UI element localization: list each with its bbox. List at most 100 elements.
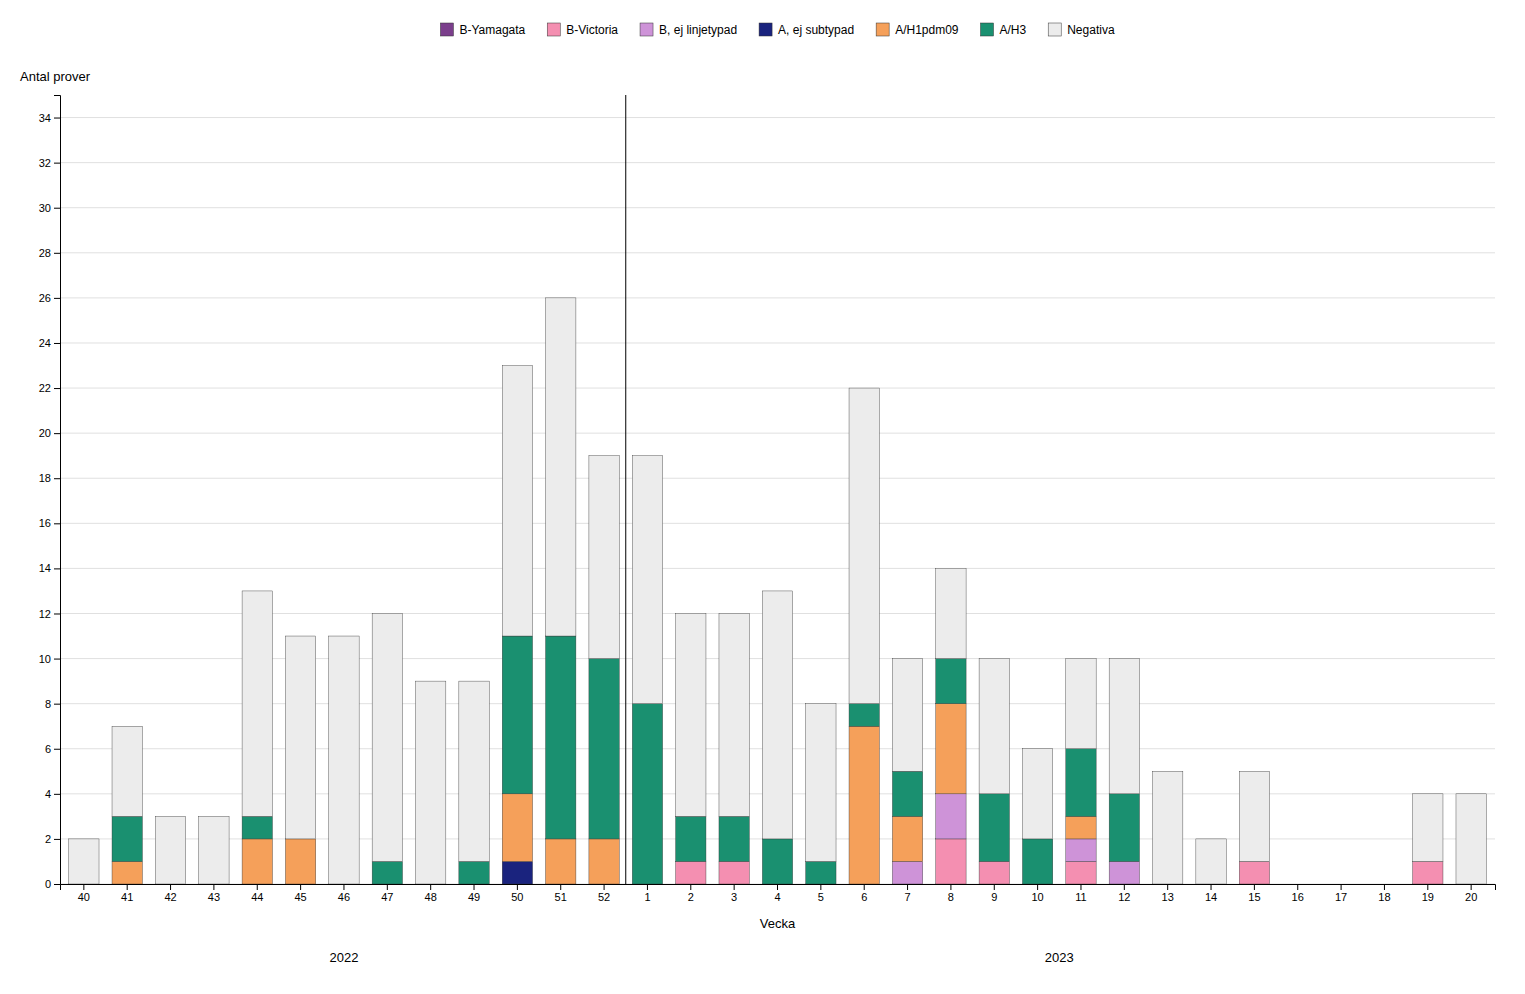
legend-label: B-Victoria — [566, 23, 618, 37]
bar-segment — [589, 456, 619, 659]
grid-line — [60, 478, 1495, 479]
x-tick-mark — [820, 884, 821, 890]
x-tick-label: 40 — [78, 891, 90, 903]
y-tick-label: 20 — [39, 427, 51, 439]
x-tick-label: 9 — [991, 891, 997, 903]
legend-swatch — [759, 23, 772, 36]
bar-segment — [1369, 884, 1399, 885]
x-tick: 16 — [1292, 884, 1304, 903]
y-tick: 34 — [39, 112, 60, 124]
y-tick: 28 — [39, 247, 60, 259]
y-tick: 20 — [39, 427, 60, 439]
year-divider — [625, 95, 626, 884]
bar-segment — [112, 726, 142, 816]
bar-segment — [1283, 884, 1313, 885]
y-tick-label: 22 — [39, 382, 51, 394]
bar-segment — [372, 861, 402, 884]
bar-series — [892, 794, 1139, 884]
y-tick: 26 — [39, 292, 60, 304]
bar-segment — [502, 636, 532, 794]
x-tick-mark — [950, 884, 951, 890]
bar-segment — [242, 591, 272, 816]
y-tick-label: 26 — [39, 292, 51, 304]
legend-item: B-Victoria — [547, 23, 618, 37]
bar-segment — [979, 794, 1009, 862]
x-tick-mark — [1080, 884, 1081, 890]
bar-segment — [936, 659, 966, 704]
legend: B-YamagataB-VictoriaB, ej linjetypadA, e… — [440, 23, 1114, 37]
grid-line — [60, 342, 1495, 343]
x-tick: 18 — [1378, 884, 1390, 903]
chart: 4041424344454647484950515212345678910111… — [0, 0, 1525, 994]
x-tick: 45 — [294, 884, 306, 903]
x-tick-mark — [170, 884, 171, 890]
x-tick-mark — [690, 884, 691, 890]
x-tick-mark — [1037, 884, 1038, 890]
y-tick: 0 — [45, 878, 60, 890]
y-tick-mark — [54, 749, 60, 750]
grid-line — [60, 388, 1495, 389]
x-tick: 17 — [1335, 884, 1347, 903]
x-tick: 5 — [818, 884, 824, 903]
x-tick-mark — [387, 884, 388, 890]
bar-segment — [1456, 794, 1486, 884]
x-tick: 8 — [948, 884, 954, 903]
y-tick-label: 8 — [45, 698, 51, 710]
x-tick-mark — [127, 884, 128, 890]
x-tick-mark — [1427, 884, 1428, 890]
x-tick-mark — [1211, 884, 1212, 890]
y-tick-label: 16 — [39, 517, 51, 529]
y-tick-label: 28 — [39, 247, 51, 259]
legend-label: B-Yamagata — [459, 23, 525, 37]
x-tick: 44 — [251, 884, 263, 903]
y-tick-mark — [54, 298, 60, 299]
bar-segment — [1369, 884, 1399, 885]
bar-segment — [1066, 839, 1096, 862]
x-axis-title: Vecka — [760, 916, 796, 931]
bar-segment — [632, 704, 662, 884]
y-tick: 16 — [39, 517, 60, 529]
bar-segment — [1326, 884, 1356, 885]
x-tick-label: 52 — [598, 891, 610, 903]
x-tick-mark — [1471, 884, 1472, 890]
grid — [60, 118, 1495, 884]
x-tick-label: 47 — [381, 891, 393, 903]
bar-segment — [329, 636, 359, 884]
y-tick: 30 — [39, 202, 60, 214]
bar-segment — [1369, 884, 1399, 885]
x-tick-label: 46 — [338, 891, 350, 903]
y-tick: 24 — [39, 337, 60, 349]
bar-segment — [719, 613, 749, 816]
x-tick-mark — [517, 884, 518, 890]
x-tick: 42 — [164, 884, 176, 903]
y-tick-mark — [54, 253, 60, 254]
y-tick-label: 24 — [39, 337, 51, 349]
y-tick: 2 — [45, 833, 60, 845]
bar-segment — [372, 613, 402, 861]
x-tick-label: 4 — [774, 891, 780, 903]
x-tick-mark — [864, 884, 865, 890]
legend-swatch — [440, 23, 453, 36]
y-tick-mark — [54, 613, 60, 614]
x-tick-label: 11 — [1075, 891, 1086, 903]
bar-segment — [459, 681, 489, 861]
y-tick-label: 2 — [45, 833, 51, 845]
bar-segment — [1283, 884, 1313, 885]
grid-line — [60, 568, 1495, 569]
legend-label: A, ej subtypad — [778, 23, 854, 37]
bar-segment — [1326, 884, 1356, 885]
x-tick-label: 5 — [818, 891, 824, 903]
bar-segment — [1153, 771, 1183, 884]
x-tick: 43 — [208, 884, 220, 903]
y-tick-mark — [54, 568, 60, 569]
x-tick-label: 6 — [861, 891, 867, 903]
bar-segment — [285, 636, 315, 839]
bar-segment — [1066, 659, 1096, 749]
x-tick: 41 — [121, 884, 133, 903]
y-tick: 14 — [39, 562, 60, 574]
x-tick-mark — [1384, 884, 1385, 890]
bar-segment — [1022, 749, 1052, 839]
bar-segment — [1066, 861, 1096, 884]
grid-line — [60, 297, 1495, 298]
bar-segment — [892, 659, 922, 772]
